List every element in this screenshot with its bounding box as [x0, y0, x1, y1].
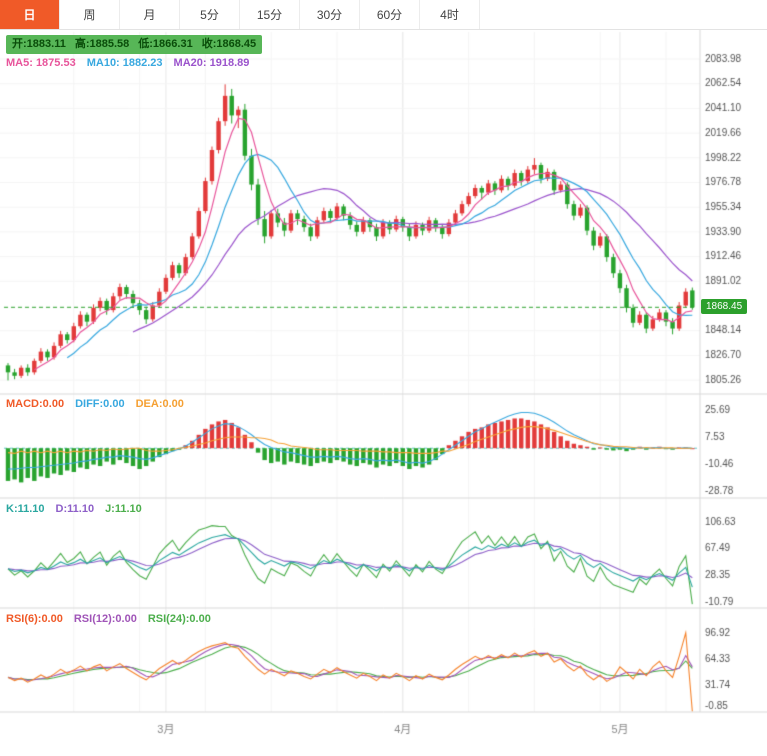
open-value: 开:1883.11: [12, 38, 66, 50]
ma10-legend: MA10: 1882.23: [86, 57, 163, 69]
timeframe-toolbar: 日周月 5分 15分 30分 60分 4时: [0, 0, 767, 30]
tab-5min[interactable]: 5分: [180, 0, 240, 29]
tab-60min[interactable]: 60分: [360, 0, 420, 29]
ma-legend: MA5: 1875.53 MA10: 1882.23 MA20: 1918.89: [6, 56, 260, 71]
tab-15min[interactable]: 15分: [240, 0, 300, 29]
d-legend-value: D:11.10: [55, 503, 95, 515]
high-value: 高:1885.58: [74, 38, 130, 50]
close-value: 收:1868.45: [201, 38, 257, 50]
macd-legend-value: MACD:0.00: [6, 398, 65, 410]
rsi24-legend-value: RSI(24):0.00: [147, 613, 211, 625]
rsi6-legend-value: RSI(6):0.00: [6, 613, 63, 625]
diff-legend-value: DIFF:0.00: [75, 398, 125, 410]
ma20-legend: MA20: 1918.89: [173, 57, 250, 69]
tab-30min[interactable]: 30分: [300, 0, 360, 29]
dea-legend-value: DEA:0.00: [135, 398, 184, 410]
kdj-legend: K:11.10 D:11.10 J:11.10: [6, 502, 153, 517]
low-value: 低:1866.31: [138, 38, 193, 50]
tab-week[interactable]: 周: [60, 0, 120, 29]
macd-legend: MACD:0.00 DIFF:0.00 DEA:0.00: [6, 397, 195, 412]
tab-4hour[interactable]: 4时: [420, 0, 480, 29]
k-legend-value: K:11.10: [6, 503, 45, 515]
ma5-legend: MA5: 1875.53: [6, 57, 76, 69]
ohlc-summary: 开:1883.11 高:1885.58 低:1866.31 收:1868.45: [6, 35, 263, 54]
tab-day[interactable]: 日: [0, 0, 60, 29]
current-price-tag: 1868.45: [701, 299, 748, 315]
chart-area: 开:1883.11 高:1885.58 低:1866.31 收:1868.45 MA5…: [0, 30, 767, 756]
rsi12-legend-value: RSI(12):0.00: [73, 613, 137, 625]
tab-month[interactable]: 月: [120, 0, 180, 29]
chart-canvas[interactable]: [0, 30, 767, 756]
rsi-legend: RSI(6):0.00 RSI(12):0.00 RSI(24):0.00: [6, 612, 222, 627]
j-legend-value: J:11.10: [105, 503, 142, 515]
